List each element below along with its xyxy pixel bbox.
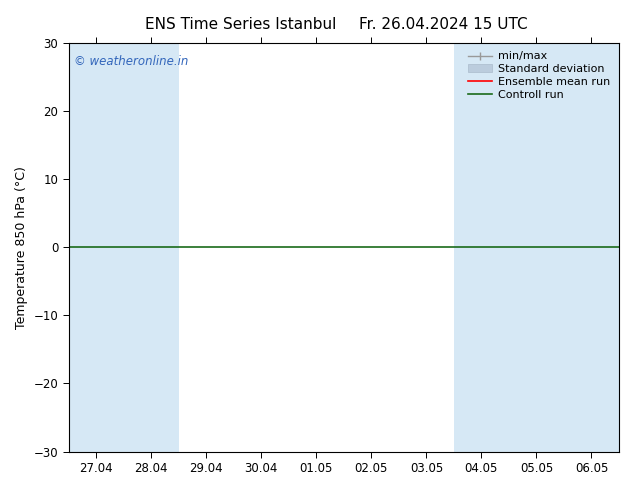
Bar	[454, 43, 509, 452]
Bar	[68, 43, 124, 452]
Y-axis label: Temperature 850 hPa (°C): Temperature 850 hPa (°C)	[15, 166, 28, 328]
Text: © weatheronline.in: © weatheronline.in	[74, 55, 188, 68]
Bar	[509, 43, 564, 452]
Legend: min/max, Standard deviation, Ensemble mean run, Controll run: min/max, Standard deviation, Ensemble me…	[465, 48, 614, 103]
Bar	[124, 43, 179, 452]
Bar	[564, 43, 619, 452]
Text: Fr. 26.04.2024 15 UTC: Fr. 26.04.2024 15 UTC	[359, 17, 528, 32]
Text: ENS Time Series Istanbul: ENS Time Series Istanbul	[145, 17, 337, 32]
